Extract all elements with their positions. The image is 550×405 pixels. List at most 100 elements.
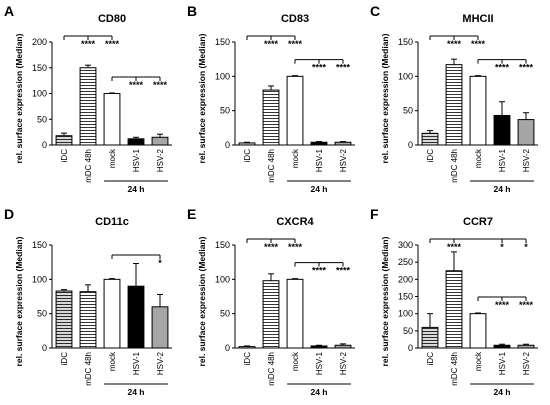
y-tick-label: 150 [32,240,47,250]
sig-label: **** [153,80,168,90]
bar [286,75,304,146]
y-tick-label: 0 [408,140,413,150]
x-tick-label: HSV-2 [522,148,531,172]
bar-hatch [446,64,462,145]
bar-hatch [80,67,96,145]
x-tick-label: HSV-1 [132,351,141,375]
sig-label: **** [336,266,351,276]
sig-label: **** [312,266,327,276]
sig-label: **** [495,63,510,73]
y-tick-label: 0 [408,343,413,353]
x-tick-label: iDC [426,352,435,366]
y-tick-label: 200 [32,37,47,47]
y-axis-label: rel. surface expression (Median) [380,33,390,163]
group-label: 24 h [127,184,144,194]
sig-label: **** [81,39,96,49]
panel: B CD83 rel. surface expression (Median) 0 50… [187,3,355,194]
bar [334,141,352,146]
sig-label: * [500,242,504,252]
bar [103,278,121,349]
x-tick-label: HSV-2 [156,351,165,375]
x-tick-label: mock [474,351,483,371]
bar [286,278,304,349]
bar [469,75,487,146]
sig-label: **** [519,63,534,73]
y-tick-label: 50 [220,309,230,319]
y-tick-label: 200 [398,274,413,284]
x-tick-label: HSV-2 [156,148,165,172]
x-tick-label: iDC [426,149,435,163]
x-tick-label: iDC [60,149,69,163]
group-label: 24 h [310,387,327,397]
y-tick-label: 50 [403,326,413,336]
panel-letter: E [187,206,196,222]
sig-label: **** [471,39,486,49]
y-axis-label: rel. surface expression (Median) [14,33,24,163]
bar-hatch [263,280,279,348]
bar [493,114,511,146]
x-tick-label: mDC 48h [267,352,276,386]
panel: F CCR7 rel. surface expression (Median) 0 50… [370,206,538,397]
y-tick-label: 0 [225,140,230,150]
bar-hatch [263,90,279,145]
group-label: 24 h [493,184,510,194]
sig-label: **** [312,63,327,73]
x-tick-label: HSV-2 [522,351,531,375]
bar [151,136,169,146]
bar [151,306,169,349]
x-tick-label: HSV-1 [498,148,507,172]
y-tick-label: 100 [215,71,230,81]
bar [469,313,487,349]
x-tick-label: HSV-1 [315,148,324,172]
x-tick-label: HSV-1 [498,351,507,375]
y-tick-label: 100 [398,309,413,319]
panel-title: CD83 [281,13,309,25]
x-tick-label: iDC [60,352,69,366]
y-tick-label: 50 [220,106,230,116]
group-label: 24 h [127,387,144,397]
sig-label: * [524,242,528,252]
panel-letter: B [187,3,197,19]
y-tick-label: 50 [37,309,47,319]
panel-letter: D [4,206,14,222]
panel-title: CCR7 [463,216,493,228]
bar [493,344,511,349]
sig-label: **** [336,63,351,73]
y-tick-label: 150 [32,63,47,73]
bar [310,345,328,349]
y-tick-label: 100 [32,274,47,284]
x-tick-label: mDC 48h [84,149,93,183]
y-tick-label: 100 [32,89,47,99]
bar-hatch [56,135,72,145]
y-tick-label: 150 [215,37,230,47]
x-tick-label: mock [108,351,117,371]
x-tick-label: HSV-2 [339,148,348,172]
bar-hatch [239,346,255,348]
panel-title: MHCII [462,13,493,25]
y-axis-label: rel. surface expression (Median) [14,236,24,366]
panel-letter: C [370,3,380,19]
x-tick-label: HSV-2 [339,351,348,375]
x-tick-label: HSV-1 [315,351,324,375]
x-tick-label: iDC [243,149,252,163]
y-axis-label: rel. surface expression (Median) [380,236,390,366]
x-tick-label: mock [291,351,300,371]
bar [310,141,328,146]
panel-letter: F [370,206,379,222]
group-label: 24 h [493,387,510,397]
x-tick-label: HSV-1 [132,148,141,172]
y-tick-label: 100 [215,274,230,284]
x-tick-label: mock [474,148,483,168]
y-tick-label: 50 [403,106,413,116]
y-tick-label: 150 [398,37,413,47]
y-tick-label: 50 [37,114,47,124]
sig-label: **** [447,242,462,252]
sig-label: **** [447,39,462,49]
x-tick-label: iDC [243,352,252,366]
panel: C MHCII rel. surface expression (Median) 0 5… [370,3,538,194]
bar [127,285,145,349]
panel-title: CD11c [95,216,129,228]
sig-label: **** [519,300,534,310]
bar-hatch [422,327,438,348]
